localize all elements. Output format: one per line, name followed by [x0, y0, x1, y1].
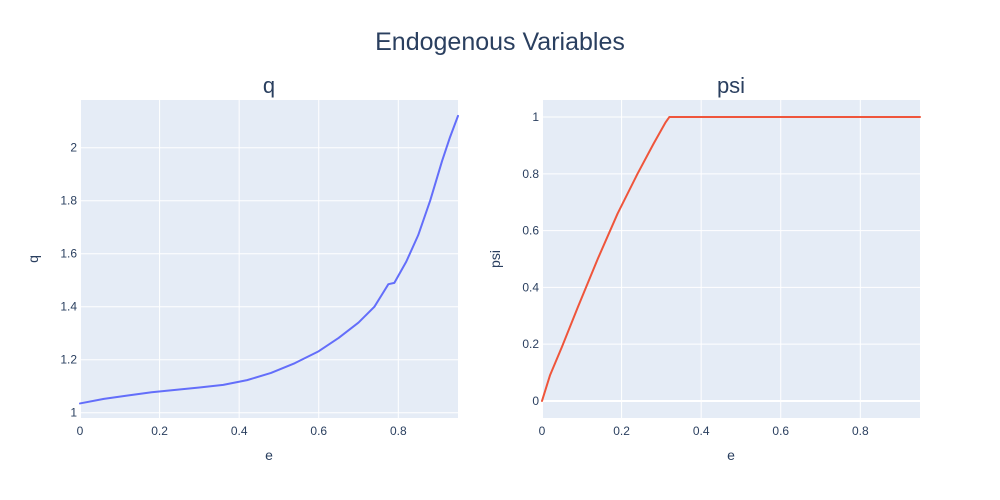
- q-y-tick-label: 1: [70, 406, 77, 420]
- psi-y-tick-label: 0: [532, 394, 539, 408]
- q-x-tick-label: 0.6: [310, 424, 327, 438]
- q-subplot-title: q: [263, 73, 275, 98]
- psi-x-axis-title: e: [727, 447, 735, 463]
- q-x-tick-label: 0.8: [390, 424, 407, 438]
- psi-y-axis-title: psi: [487, 250, 503, 268]
- panel-psi: 0 0.2 0.4 0.6 0.8 0 0.2 0.4 0.6 0.8 1 psi e psi: [487, 73, 921, 463]
- psi-series-line: [541, 116, 921, 402]
- psi-plot-area: [542, 100, 920, 418]
- psi-y-tick-label: 0.8: [522, 167, 539, 181]
- q-y-tick-label: 1.6: [60, 247, 77, 261]
- q-y-axis-title: q: [25, 255, 41, 263]
- q-y-tick-label: 1.2: [60, 353, 77, 367]
- q-x-tick-label: 0.4: [231, 424, 248, 438]
- psi-x-tick-label: 0: [539, 424, 546, 438]
- q-x-tick-label: 0: [77, 424, 84, 438]
- psi-y-tick-label: 1: [532, 110, 539, 124]
- psi-subplot-title: psi: [717, 73, 745, 98]
- q-y-tick-label: 2: [70, 141, 77, 155]
- psi-y-tick-label: 0.2: [522, 337, 539, 351]
- q-series-line: [79, 114, 459, 405]
- psi-x-tick-label: 0.8: [852, 424, 869, 438]
- q-plot-area: [80, 100, 458, 418]
- psi-x-tick-label: 0.6: [772, 424, 789, 438]
- q-x-tick-label: 0.2: [151, 424, 168, 438]
- panel-q: 0 0.2 0.4 0.6 0.8 1 1.2 1.4 1.6 1.8 2 q e q: [25, 73, 459, 463]
- q-x-axis-title: e: [265, 447, 273, 463]
- q-y-tick-label: 1.8: [60, 194, 77, 208]
- psi-y-tick-label: 0.4: [522, 280, 539, 294]
- q-y-tick-label: 1.4: [60, 300, 77, 314]
- psi-x-tick-label: 0.2: [613, 424, 630, 438]
- figure-title: Endogenous Variables: [375, 28, 625, 56]
- psi-y-tick-label: 0.6: [522, 224, 539, 238]
- psi-x-tick-label: 0.4: [693, 424, 710, 438]
